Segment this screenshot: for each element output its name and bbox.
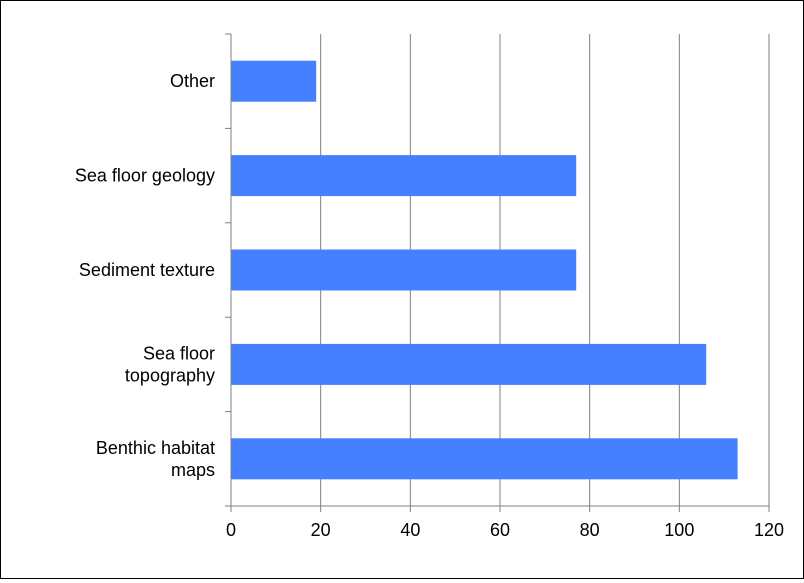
x-tick-label-60: 60 (490, 520, 510, 540)
bar-4 (231, 438, 738, 480)
x-tick-label-40: 40 (400, 520, 420, 540)
bar-0 (231, 60, 317, 102)
category-label-4: Benthic habitat maps (96, 438, 215, 480)
category-label-1-line-0: Sea floor geology (75, 166, 215, 186)
category-label-3-line-1: topography (125, 365, 215, 385)
bar-2 (231, 249, 577, 291)
x-tick-label-120: 120 (754, 520, 784, 540)
bar-1 (231, 155, 577, 197)
category-label-1: Sea floor geology (75, 166, 215, 186)
category-label-2-line-0: Sediment texture (79, 260, 215, 280)
category-label-3: Sea floor topography (125, 343, 215, 385)
category-label-0-line-0: Other (170, 71, 215, 91)
bar-3 (231, 343, 707, 385)
labels: Other Sea floor geology Sediment texture Se… (75, 71, 784, 540)
x-tick-label-100: 100 (664, 520, 694, 540)
category-label-4-line-1: maps (171, 460, 215, 480)
x-tick-label-20: 20 (311, 520, 331, 540)
bars (231, 60, 738, 480)
category-label-4-line-0: Benthic habitat (96, 438, 215, 458)
x-tick-label-80: 80 (580, 520, 600, 540)
category-label-0: Other (170, 71, 215, 91)
category-label-3-line-0: Sea floor (143, 343, 215, 363)
x-tick-label-0: 0 (226, 520, 236, 540)
axes (225, 33, 770, 512)
category-label-2: Sediment texture (79, 260, 215, 280)
